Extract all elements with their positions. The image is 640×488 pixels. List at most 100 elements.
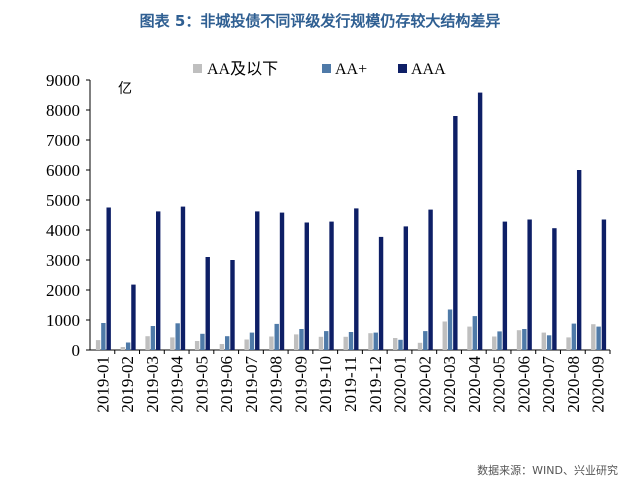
x-tick-label: 2019-10: [316, 356, 335, 413]
bar: [175, 323, 180, 350]
y-tick-label: 8000: [46, 101, 80, 120]
x-tick-label: 2020-02: [415, 356, 434, 413]
bar: [502, 221, 508, 350]
y-tick-label: 2000: [46, 281, 80, 300]
bar: [194, 341, 200, 350]
bar: [205, 257, 210, 350]
legend-label: AA及以下: [207, 61, 278, 78]
bar: [299, 329, 304, 350]
bar: [497, 331, 502, 350]
x-tick-label: 2019-11: [341, 356, 360, 412]
bar: [527, 219, 532, 350]
y-tick-label: 9000: [46, 71, 80, 90]
legend-label: AAA: [411, 61, 446, 78]
bar: [576, 170, 582, 350]
bar: [417, 342, 423, 350]
bar: [442, 321, 447, 350]
bar: [398, 339, 403, 350]
bar: [571, 323, 577, 350]
bar: [145, 336, 150, 350]
x-tick-label: 2019-05: [192, 356, 211, 413]
bar: [428, 209, 433, 350]
bar: [249, 332, 255, 350]
bar: [120, 347, 126, 350]
x-tick-label: 2019-04: [168, 356, 187, 413]
legend-swatch: [322, 64, 331, 73]
bar: [269, 336, 274, 350]
source-note: 数据来源：WIND、兴业研究: [477, 464, 618, 477]
bar: [279, 212, 285, 350]
bar: [492, 336, 497, 350]
bar: [244, 339, 249, 350]
bar: [596, 326, 601, 350]
bar: [101, 323, 106, 350]
bar: [373, 332, 378, 350]
y-tick-label: 6000: [46, 161, 80, 180]
legend-swatch: [193, 64, 202, 73]
bar: [472, 316, 478, 350]
bar: [368, 333, 373, 350]
bar: [378, 236, 384, 350]
bar: [230, 260, 235, 350]
x-tick-label: 2019-08: [267, 356, 286, 413]
bar: [274, 323, 279, 350]
bar: [423, 331, 428, 350]
bar: [546, 335, 552, 350]
bar: [318, 336, 324, 350]
y-tick-label: 5000: [46, 191, 80, 210]
bar: [224, 336, 230, 350]
chart-axes: 0 1000 2000 3000 4000 5000 6000 7000 8000 9000 201…: [46, 71, 611, 413]
bar: [343, 336, 348, 350]
bar: [156, 211, 161, 350]
bar: [403, 226, 409, 350]
x-tick-label: 2020-01: [391, 356, 410, 413]
bar: [324, 331, 329, 350]
x-tick-label: 2019-03: [143, 356, 162, 413]
chart-legend: AA及以下 AA+ AAA: [193, 61, 446, 78]
bar: [591, 324, 596, 350]
bar: [566, 337, 571, 350]
bar: [348, 332, 354, 350]
bar: [477, 92, 483, 350]
bar: [200, 333, 205, 350]
chart-title: 图表 5：非城投债不同评级发行规模仍存较大结构差异: [139, 12, 501, 30]
y-tick-label: 3000: [46, 251, 80, 270]
y-tick-label: 1000: [46, 311, 80, 330]
bar: [255, 211, 260, 350]
bar: [354, 208, 359, 350]
x-tick-label: 2020-05: [490, 356, 509, 413]
bar: [131, 284, 136, 350]
bar: [180, 206, 186, 350]
y-tick-label: 7000: [46, 131, 80, 150]
bar: [552, 228, 557, 350]
x-tick-label: 2020-04: [465, 356, 484, 413]
bar: [95, 340, 101, 350]
bar: [601, 219, 607, 350]
bar: [516, 330, 522, 350]
bar: [304, 222, 309, 350]
bar: [106, 207, 111, 350]
y-tick-label: 0: [72, 341, 81, 360]
x-tick-label: 2019-06: [217, 356, 236, 413]
chart-bars: [95, 92, 607, 350]
x-tick-label: 2020-07: [539, 356, 558, 413]
legend-label: AA+: [335, 61, 367, 78]
bar: [522, 329, 527, 350]
legend-swatch: [398, 64, 407, 73]
bar: [447, 309, 453, 350]
x-tick-label: 2019-01: [93, 356, 112, 413]
bar: [170, 337, 175, 350]
bar: [393, 338, 398, 350]
bar: [453, 116, 458, 350]
y-tick-label: 4000: [46, 221, 80, 240]
bar: [125, 342, 131, 350]
x-tick-label: 2020-06: [514, 356, 533, 413]
x-tick-label: 2020-03: [440, 356, 459, 413]
bar: [219, 344, 225, 350]
bar: [541, 332, 546, 350]
unit-label: 亿: [118, 81, 132, 97]
x-tick-label: 2020-08: [564, 356, 583, 413]
x-tick-label: 2020-09: [589, 356, 608, 413]
bar: [293, 334, 299, 350]
